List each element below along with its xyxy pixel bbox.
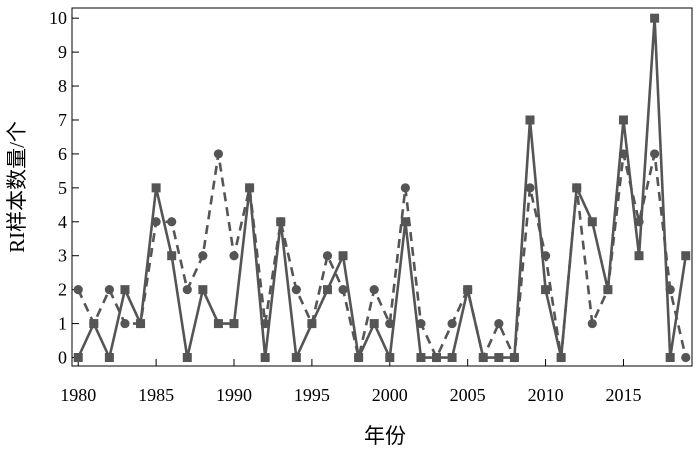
data-point-square xyxy=(182,353,192,363)
data-point-circle xyxy=(322,251,333,261)
data-point-circle xyxy=(400,183,410,193)
data-point-circle xyxy=(120,318,130,329)
data-point-square xyxy=(229,319,239,329)
data-point-square xyxy=(416,353,426,363)
y-tick-label: 3 xyxy=(58,246,67,266)
data-point-square xyxy=(213,319,223,329)
data-point-circle xyxy=(416,318,426,329)
data-point-square xyxy=(525,115,535,125)
data-point-square xyxy=(432,353,442,363)
data-point-circle xyxy=(494,318,504,329)
data-point-square xyxy=(400,217,410,227)
data-point-square xyxy=(354,353,364,363)
y-tick-label: 6 xyxy=(58,144,67,164)
data-point-square xyxy=(198,285,208,295)
data-point-square xyxy=(167,251,177,261)
data-point-circle xyxy=(650,149,660,159)
y-tick-label: 5 xyxy=(58,178,67,198)
data-point-square xyxy=(89,319,99,329)
data-point-circle xyxy=(681,352,691,363)
data-point-circle xyxy=(385,318,395,329)
data-point-circle xyxy=(587,318,597,329)
data-point-circle xyxy=(338,285,348,295)
data-point-square xyxy=(307,319,317,329)
data-point-square xyxy=(541,285,551,295)
data-point-square xyxy=(665,353,675,363)
x-axis: 1980 1985 1990 1995 2000 2005 2010 2015 xyxy=(60,359,641,405)
data-point-square xyxy=(447,353,457,363)
data-point-square xyxy=(151,183,161,193)
data-point-circle xyxy=(229,251,239,261)
y-axis: 0 1 2 3 4 5 6 7 8 9 10 xyxy=(49,8,79,368)
data-point-square xyxy=(478,353,488,363)
y-axis-title: RI样本数量/个 xyxy=(5,121,29,253)
data-point-square xyxy=(245,183,255,193)
data-point-square xyxy=(136,319,146,329)
data-point-square xyxy=(322,285,332,295)
x-tick-label: 2000 xyxy=(372,385,408,405)
x-tick-label: 2015 xyxy=(605,385,641,405)
data-point-square xyxy=(634,251,644,261)
data-point-circle xyxy=(182,285,192,295)
y-tick-label: 7 xyxy=(58,110,67,130)
data-point-square xyxy=(494,353,504,363)
data-point-square xyxy=(338,251,348,261)
data-point-square xyxy=(681,251,691,261)
data-point-circle xyxy=(618,149,629,159)
y-tick-label: 4 xyxy=(58,212,67,232)
y-tick-label: 9 xyxy=(58,42,67,62)
x-axis-title: 年份 xyxy=(364,424,406,448)
data-point-square xyxy=(73,353,83,363)
data-point-circle xyxy=(665,285,675,295)
data-point-square xyxy=(603,285,613,295)
data-point-square xyxy=(509,353,519,363)
data-point-circle xyxy=(540,251,551,261)
data-point-circle xyxy=(213,149,224,159)
data-point-square xyxy=(587,217,597,227)
data-point-square xyxy=(385,353,395,363)
y-tick-label: 10 xyxy=(49,8,67,28)
data-point-square xyxy=(650,13,660,23)
x-tick-label: 1990 xyxy=(216,385,252,405)
x-tick-label: 2005 xyxy=(450,385,486,405)
data-point-square xyxy=(556,353,566,363)
data-point-square xyxy=(463,285,473,295)
series-line-dashed xyxy=(77,153,688,363)
x-tick-label: 1995 xyxy=(294,385,330,405)
data-point-circle xyxy=(198,251,208,261)
y-tick-label: 2 xyxy=(58,280,67,300)
x-tick-label: 1985 xyxy=(138,385,174,405)
data-point-square xyxy=(276,217,286,227)
data-point-circle xyxy=(369,285,379,295)
data-point-circle xyxy=(525,183,535,193)
series-layer xyxy=(73,13,691,363)
x-tick-label: 2010 xyxy=(528,385,564,405)
data-point-circle xyxy=(260,318,270,329)
series-line-solid xyxy=(77,18,688,363)
data-point-circle xyxy=(447,318,457,329)
data-point-circle xyxy=(291,285,301,295)
data-point-circle xyxy=(73,285,83,295)
y-tick-label: 1 xyxy=(58,314,67,334)
data-point-circle xyxy=(151,217,161,227)
y-tick-label: 0 xyxy=(58,348,67,368)
data-point-square xyxy=(572,183,582,193)
data-point-square xyxy=(260,353,270,363)
data-point-square xyxy=(369,319,379,329)
data-point-square xyxy=(618,115,628,125)
plot-area xyxy=(71,7,693,367)
data-point-square xyxy=(291,353,301,363)
data-point-square xyxy=(120,285,130,295)
data-point-square xyxy=(104,353,114,363)
data-point-circle xyxy=(634,217,644,227)
data-point-circle xyxy=(104,285,114,295)
x-tick-label: 1980 xyxy=(60,385,96,405)
plot-frame xyxy=(71,7,693,367)
data-point-circle xyxy=(167,217,177,227)
y-tick-label: 8 xyxy=(58,76,67,96)
